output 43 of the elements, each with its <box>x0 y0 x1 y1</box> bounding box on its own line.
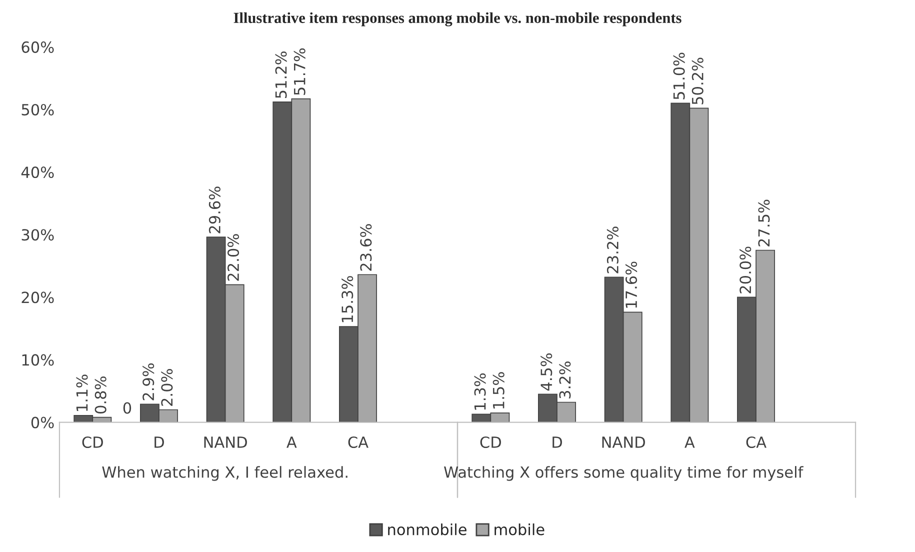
data-label: 51.0% <box>673 52 685 100</box>
y-tick-label: 0% <box>31 416 54 428</box>
x-tick-label: CD <box>480 436 501 448</box>
data-label: 1.5% <box>492 372 504 408</box>
y-tick-label: 40% <box>21 166 54 178</box>
x-tick-label: CA <box>348 436 368 448</box>
x-tick-label: CA <box>746 436 766 448</box>
x-tick-label: A <box>286 436 297 448</box>
y-tick-label: 50% <box>22 104 54 116</box>
data-label: 1.3% <box>474 373 486 410</box>
chart-title: Illustrative item responses among mobile vs. non-mobile respondents <box>234 12 682 26</box>
data-label: 27.5% <box>758 200 770 246</box>
data-label: 4.5% <box>540 353 552 391</box>
x-tick-label: CD <box>82 436 103 448</box>
y-tick-label: 60% <box>22 41 54 53</box>
data-label: 23.2% <box>606 226 618 274</box>
annotation: 0 <box>123 402 132 414</box>
data-label: 23.6% <box>360 224 372 271</box>
x-tick-label: A <box>684 436 695 448</box>
y-tick-label: 20% <box>22 292 54 304</box>
data-label: 2.9% <box>142 363 154 400</box>
data-label: 29.6% <box>208 186 220 234</box>
data-label: 51.7% <box>294 48 306 95</box>
data-label: 50.2% <box>692 58 704 104</box>
data-label: 0.8% <box>94 376 106 414</box>
x-tick-label: NAND <box>204 436 247 448</box>
data-label: 22.0% <box>227 234 240 281</box>
data-label: 17.6% <box>626 262 638 308</box>
data-label: 15.3% <box>342 276 354 322</box>
data-label: 2.0% <box>161 369 173 406</box>
legend-label: nonmobile <box>388 523 466 536</box>
data-label: 1.1% <box>76 374 88 411</box>
text: Watching X offers some quality time for myself <box>444 466 804 481</box>
data-label: 51.2% <box>275 52 287 98</box>
y-tick-label: 30% <box>22 229 54 241</box>
x-tick-label: D <box>154 436 164 448</box>
legend-label: mobile <box>494 523 544 536</box>
x-tick-label: NAND <box>602 436 645 448</box>
data-label: 20.0% <box>740 246 752 294</box>
y-tick-label: 10% <box>22 354 54 366</box>
x-tick-label: D <box>552 436 562 448</box>
data-label: 3.2% <box>559 362 571 398</box>
text: When watching X, I feel relaxed. <box>102 466 348 481</box>
